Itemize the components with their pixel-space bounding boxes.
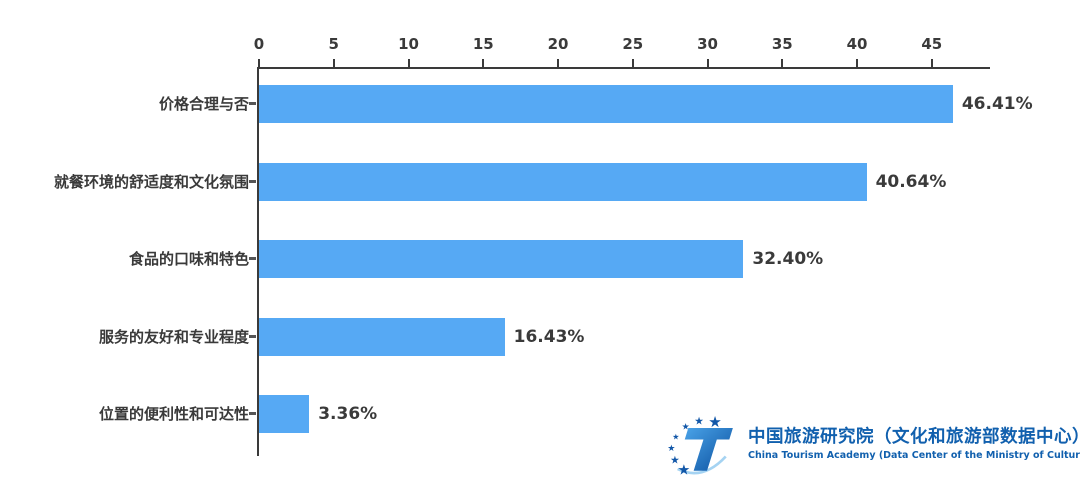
x-tick-mark	[930, 59, 933, 67]
category-label: 食品的口味和特色	[128, 250, 249, 268]
x-tick-label: 30	[697, 35, 718, 53]
x-tick-mark	[781, 59, 784, 67]
category-label: 就餐环境的舒适度和文化氛围	[53, 172, 249, 191]
logo-stars: ★ ★ ★ ★ ★ ★ ★	[667, 413, 721, 478]
x-tick-label: 10	[398, 35, 419, 53]
logo-t-glyph	[684, 427, 733, 471]
x-tick-mark	[258, 59, 260, 67]
value-label: 40.64%	[875, 171, 947, 192]
bar	[259, 85, 953, 123]
bar	[259, 162, 867, 201]
bar	[259, 395, 310, 433]
x-tick-mark	[856, 59, 858, 67]
x-tick-mark	[332, 59, 335, 67]
svg-text:★: ★	[667, 444, 675, 454]
category-tick-mark	[249, 102, 256, 105]
x-tick-label: 25	[622, 35, 644, 53]
svg-text:★: ★	[708, 413, 722, 431]
category-tick-mark	[249, 257, 256, 260]
category-tick-mark	[249, 179, 256, 183]
value-label: 16.43%	[513, 326, 585, 347]
branding-name-zh: 中国旅游研究院（文化和旅游部数据中心）	[748, 427, 1080, 447]
branding: ★ ★ ★ ★ ★ ★ ★ 中国旅游研究院（文化和旅游部数据中心） China …	[658, 410, 1080, 478]
value-label: 32.40%	[752, 249, 824, 269]
branding-name-en: China Tourism Academy (Data Center of th…	[748, 450, 1080, 461]
x-tick-mark	[482, 59, 485, 67]
x-tick-label: 5	[328, 35, 339, 53]
x-tick-label: 15	[472, 35, 494, 53]
x-tick-label: 0	[253, 35, 265, 53]
category-label: 服务的友好和专业程度	[98, 327, 249, 346]
svg-text:★: ★	[677, 462, 690, 478]
value-label: 3.36%	[318, 404, 378, 424]
x-tick-label: 20	[547, 35, 569, 53]
category-label: 位置的便利性和可达性	[98, 405, 249, 423]
value-label: 46.41%	[961, 94, 1033, 114]
category-tick-mark	[249, 412, 256, 415]
x-tick-mark	[706, 59, 709, 67]
logo-swoosh	[677, 455, 727, 475]
y-axis-line	[257, 67, 259, 456]
svg-text:★: ★	[670, 454, 680, 467]
x-tick-mark	[631, 59, 634, 67]
svg-text:★: ★	[682, 423, 690, 433]
svg-text:★: ★	[672, 433, 679, 442]
x-tick-label: 45	[921, 35, 943, 53]
x-tick-label: 35	[771, 35, 793, 53]
x-tick-mark	[557, 59, 559, 67]
x-tick-label: 40	[846, 35, 868, 53]
x-tick-mark	[407, 59, 410, 67]
svg-text:★: ★	[694, 414, 704, 427]
x-axis-line	[257, 67, 990, 69]
category-label: 价格合理与否	[158, 95, 249, 113]
china-tourism-academy-logo-icon: ★ ★ ★ ★ ★ ★ ★	[667, 413, 733, 478]
bar	[259, 240, 744, 278]
category-tick-mark	[249, 334, 256, 338]
bar	[259, 317, 505, 356]
